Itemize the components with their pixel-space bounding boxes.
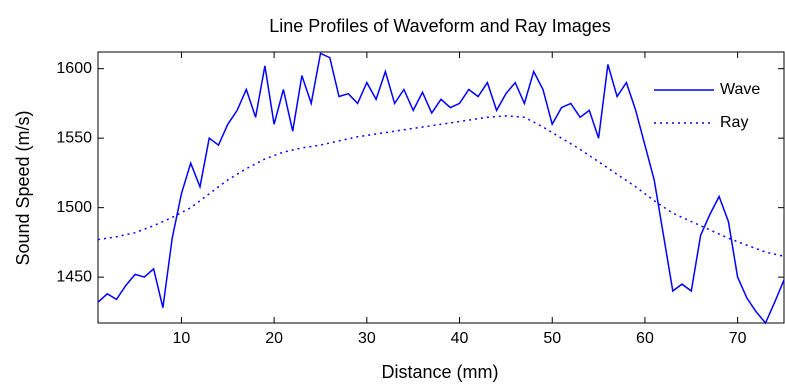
y-tick-label: 1550 bbox=[56, 129, 92, 146]
x-tick-label: 50 bbox=[543, 330, 561, 347]
x-tick-label: 10 bbox=[173, 330, 191, 347]
chart-title: Line Profiles of Waveform and Ray Images bbox=[269, 16, 610, 36]
y-tick-label: 1500 bbox=[56, 199, 92, 216]
x-tick-label: 70 bbox=[729, 330, 747, 347]
series-line bbox=[97, 52, 785, 325]
y-axis-label: Sound Speed (m/s) bbox=[13, 110, 33, 265]
legend-label: Ray bbox=[720, 114, 748, 131]
x-axis-label: Distance (mm) bbox=[381, 362, 498, 382]
x-tick-label: 30 bbox=[358, 330, 376, 347]
series-line bbox=[97, 115, 785, 258]
y-tick-label: 1600 bbox=[56, 60, 92, 77]
plot-area bbox=[97, 51, 785, 324]
legend-label: Wave bbox=[720, 81, 760, 98]
x-tick-label: 20 bbox=[265, 330, 283, 347]
x-tick-label: 60 bbox=[636, 330, 654, 347]
y-tick-label: 1450 bbox=[56, 268, 92, 285]
x-tick-label: 40 bbox=[451, 330, 469, 347]
